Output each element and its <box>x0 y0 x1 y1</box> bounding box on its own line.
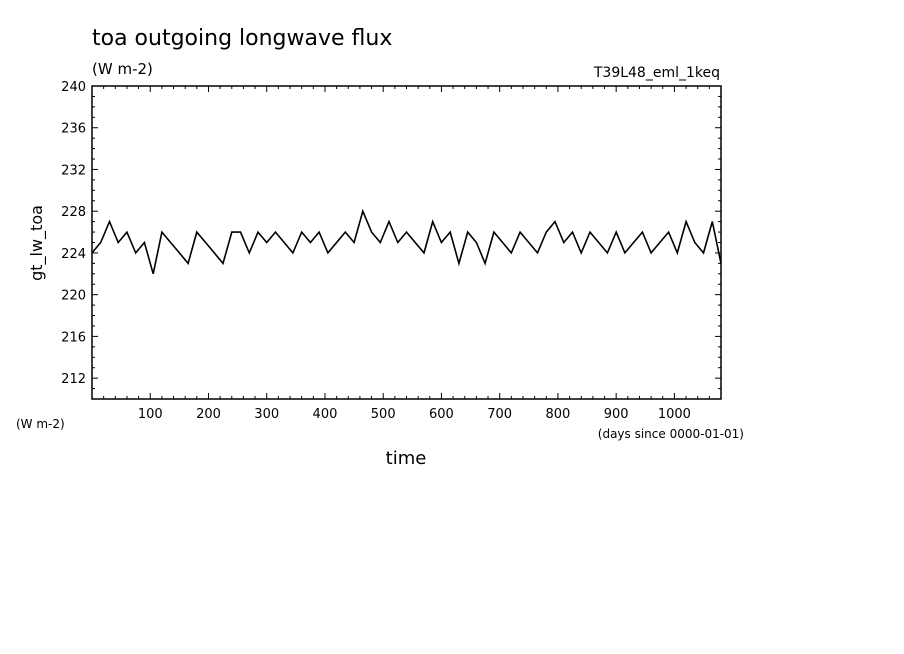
x-tick-label: 800 <box>546 407 571 422</box>
y-tick-label: 236 <box>61 122 86 137</box>
chart-title: toa outgoing longwave flux <box>92 26 392 51</box>
x-axis: 100 200 300 400 500 600 700 800 900 1000 <box>91 86 722 422</box>
chart-units: (W m-2) <box>92 60 153 78</box>
x-tick-label: 400 <box>313 407 338 422</box>
y-tick-label: 220 <box>61 289 86 304</box>
x-tick-label: 500 <box>371 407 396 422</box>
x-tick-label: 600 <box>429 407 454 422</box>
y-axis: 212 216 220 224 228 232 236 240 <box>61 80 721 400</box>
y-tick-label: 228 <box>61 205 86 220</box>
series-line <box>91 208 722 275</box>
y-tick-label: 224 <box>61 247 86 262</box>
y-tick-label: 232 <box>61 163 86 178</box>
y-axis-units: (W m-2) <box>16 417 65 431</box>
x-axis-label: time <box>386 448 427 469</box>
x-tick-label: 900 <box>604 407 629 422</box>
x-tick-label: 200 <box>196 407 221 422</box>
run-label: T39L48_eml_1keq <box>593 65 720 81</box>
x-tick-label: 300 <box>254 407 279 422</box>
y-tick-label: 212 <box>61 372 86 387</box>
x-axis-units: (days since 0000-01-01) <box>598 427 744 441</box>
plot-frame <box>91 85 722 400</box>
y-axis-label: gt_lw_toa <box>27 205 47 281</box>
x-tick-label: 1000 <box>658 407 691 422</box>
y-tick-label: 240 <box>61 80 86 95</box>
y-tick-label: 216 <box>61 330 86 345</box>
x-tick-label: 700 <box>487 407 512 422</box>
x-tick-label: 100 <box>138 407 163 422</box>
